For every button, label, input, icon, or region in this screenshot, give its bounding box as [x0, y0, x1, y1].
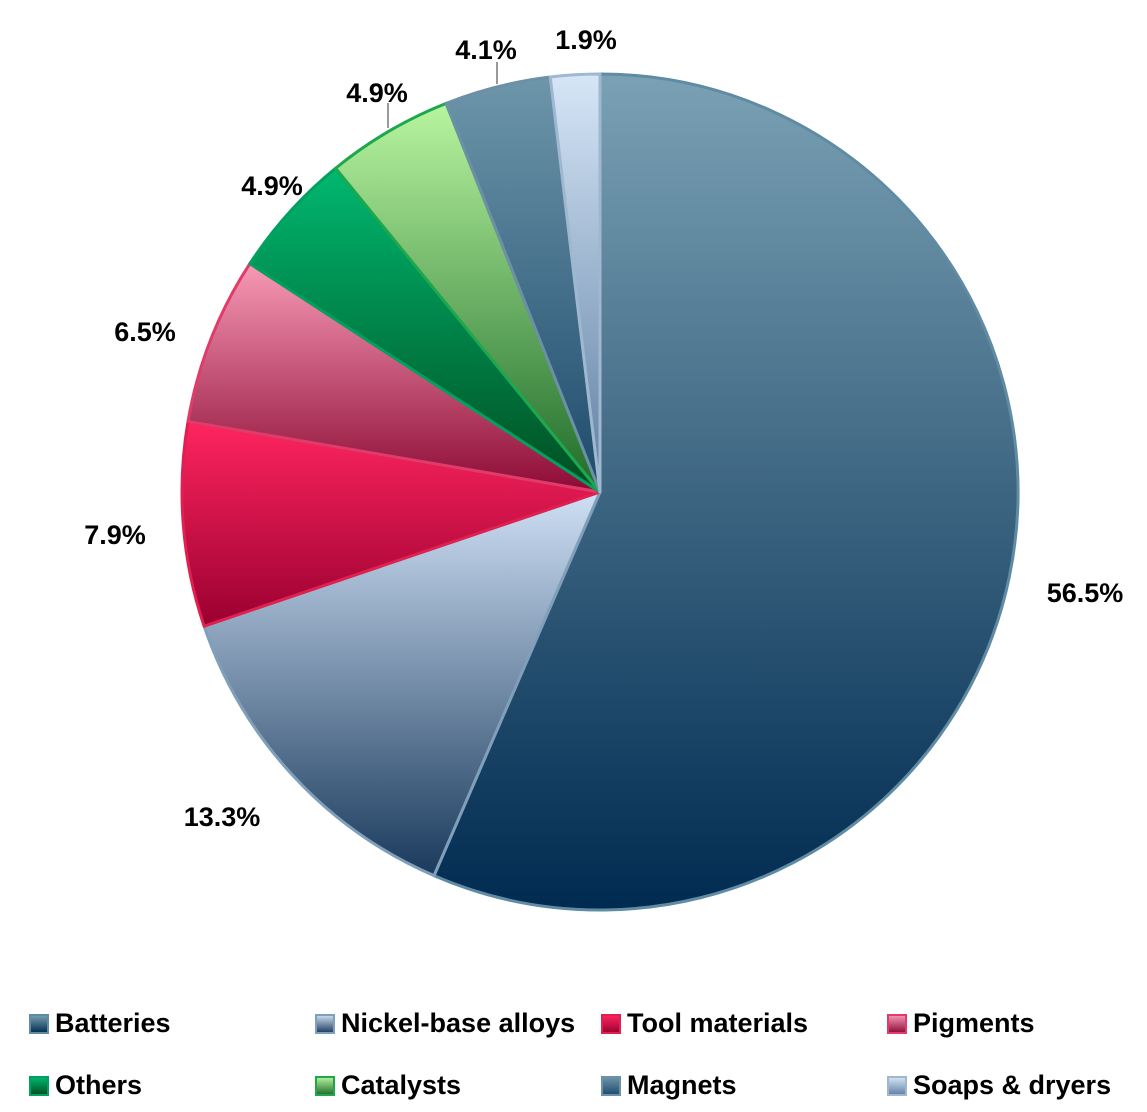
- data-label-pigments: 6.5%: [114, 317, 176, 347]
- slice-pigments: [186, 262, 602, 494]
- legend: Batteries Nickel-base alloys Tool material…: [29, 1008, 1111, 1100]
- legend-label-nickel-base-alloys: Nickel-base alloys: [341, 1008, 575, 1038]
- legend-item-pigments: Pigments: [887, 1008, 1035, 1038]
- legend-swatch-tool-materials: [601, 1014, 621, 1034]
- data-label-soaps-and-dryers: 1.9%: [555, 25, 617, 55]
- legend-item-others: Others: [29, 1070, 142, 1100]
- legend-label-batteries: Batteries: [55, 1008, 171, 1038]
- slice-soaps-and-dryers: [548, 72, 602, 494]
- legend-label-catalysts: Catalysts: [341, 1070, 461, 1100]
- legend-swatch-batteries: [29, 1014, 49, 1034]
- legend-item-tool-materials: Tool materials: [601, 1008, 808, 1038]
- legend-swatch-catalysts: [315, 1076, 335, 1096]
- legend-swatch-nickel-base-alloys: [315, 1014, 335, 1034]
- data-label-nickel-base-alloys: 13.3%: [184, 802, 261, 832]
- legend-swatch-pigments: [887, 1014, 907, 1034]
- legend-label-magnets: Magnets: [627, 1070, 737, 1100]
- data-label-magnets: 4.1%: [455, 35, 517, 65]
- legend-swatch-magnets: [601, 1076, 621, 1096]
- pie-slices: [180, 72, 1020, 912]
- legend-item-nickel-base-alloys: Nickel-base alloys: [315, 1008, 575, 1038]
- legend-item-catalysts: Catalysts: [315, 1070, 461, 1100]
- legend-item-batteries: Batteries: [29, 1008, 171, 1038]
- slice-nickel-base-alloys: [202, 490, 602, 878]
- legend-item-magnets: Magnets: [601, 1070, 737, 1100]
- legend-swatch-soaps-and-dryers: [887, 1076, 907, 1096]
- data-label-others: 4.9%: [241, 171, 303, 201]
- legend-swatch-others: [29, 1076, 49, 1096]
- leader-lines: [387, 62, 498, 128]
- legend-label-others: Others: [55, 1070, 142, 1100]
- data-labels: 56.5% 13.3% 7.9% 6.5% 4.9% 4.9% 4.1% 1.9%: [84, 25, 1123, 832]
- data-label-catalysts: 4.9%: [346, 78, 408, 108]
- legend-label-soaps-and-dryers: Soaps & dryers: [913, 1070, 1111, 1100]
- slice-tool-materials: [180, 419, 602, 628]
- data-label-batteries: 56.5%: [1047, 578, 1124, 608]
- data-label-tool-materials: 7.9%: [84, 520, 146, 550]
- slice-batteries: [432, 72, 1020, 912]
- legend-label-pigments: Pigments: [913, 1008, 1035, 1038]
- legend-label-tool-materials: Tool materials: [627, 1008, 808, 1038]
- legend-item-soaps-and-dryers: Soaps & dryers: [887, 1070, 1111, 1100]
